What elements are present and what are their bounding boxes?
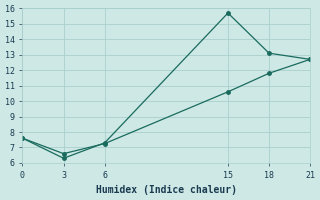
X-axis label: Humidex (Indice chaleur): Humidex (Indice chaleur) [96, 185, 237, 195]
